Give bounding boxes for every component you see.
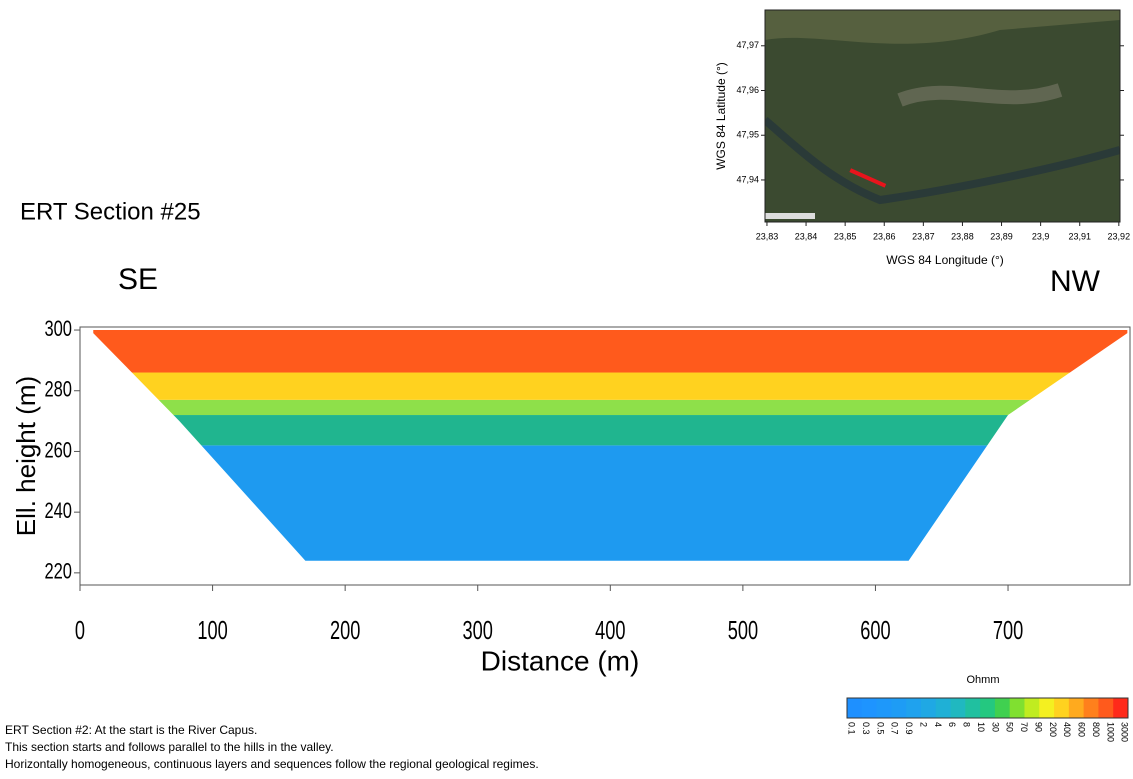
colorbar-swatch bbox=[877, 698, 892, 718]
x-tick-label: 23,87 bbox=[912, 231, 935, 241]
colorbar-swatch bbox=[951, 698, 966, 718]
colorbar-tick-label: 4 bbox=[933, 722, 943, 727]
section bbox=[80, 327, 1130, 585]
section-title: ERT Section #25 bbox=[20, 198, 201, 225]
x-tick-label: 600 bbox=[860, 616, 890, 645]
x-tick-label: 23,92 bbox=[1108, 231, 1131, 241]
colorbar-tick-label: 800 bbox=[1091, 722, 1101, 737]
resistivity-layer bbox=[80, 445, 1130, 585]
colorbar-swatch bbox=[921, 698, 936, 718]
colorbar-tick-label: 50 bbox=[1005, 722, 1015, 732]
y-tick-label: 220 bbox=[44, 559, 72, 584]
x-tick-label: 23,9 bbox=[1032, 231, 1050, 241]
colorbar-swatch bbox=[1054, 698, 1069, 718]
colorbar-swatch bbox=[1084, 698, 1099, 718]
colorbar-swatch bbox=[936, 698, 951, 718]
colorbar-tick-label: 0.5 bbox=[875, 722, 885, 735]
x-tick-label: 0 bbox=[75, 616, 85, 645]
x-tick-label: 23,83 bbox=[756, 231, 779, 241]
colorbar-tick-label: 1000 bbox=[1105, 722, 1115, 742]
y-tick-label: 300 bbox=[44, 317, 72, 342]
x-tick-label: 200 bbox=[330, 616, 360, 645]
colorbar-tick-label: 3000 bbox=[1120, 722, 1130, 742]
colorbar-tick-label: 0.3 bbox=[861, 722, 871, 735]
resistivity-layer bbox=[80, 400, 1130, 415]
x-tick-label: 23,86 bbox=[873, 231, 896, 241]
colorbar-swatch bbox=[1113, 698, 1128, 718]
colorbar-tick-label: 10 bbox=[976, 722, 986, 732]
direction-label: SE bbox=[118, 263, 158, 296]
colorbar-tick-label: 90 bbox=[1033, 722, 1043, 732]
colorbar-swatch bbox=[891, 698, 906, 718]
colorbar-tick-label: 0.7 bbox=[890, 722, 900, 735]
colorbar-swatch bbox=[995, 698, 1010, 718]
colorbar-swatch bbox=[1069, 698, 1084, 718]
y-tick-label: 47,96 bbox=[736, 85, 759, 95]
colorbar-swatch bbox=[1010, 698, 1025, 718]
colorbar-tick-label: 400 bbox=[1062, 722, 1072, 737]
caption-line: This section starts and follows parallel… bbox=[5, 740, 334, 754]
y-tick-label: 260 bbox=[44, 438, 72, 463]
colorbar-swatch bbox=[1024, 698, 1039, 718]
y-tick-label: 280 bbox=[44, 377, 72, 402]
resistivity-layer bbox=[80, 415, 1130, 445]
y-tick-label: 47,97 bbox=[736, 40, 759, 50]
colorbar-swatch bbox=[1098, 698, 1113, 718]
colorbar-swatch bbox=[862, 698, 877, 718]
x-axis-label: WGS 84 Longitude (°) bbox=[886, 253, 1004, 267]
y-tick-label: 47,94 bbox=[736, 174, 759, 184]
resistivity-layer bbox=[80, 373, 1130, 400]
figure: ERT Section #25 SE NW ERT Section #2: At… bbox=[0, 0, 1133, 779]
caption: ERT Section #2: At the start is the Rive… bbox=[5, 723, 539, 771]
colorbar-tick-label: 30 bbox=[990, 722, 1000, 732]
resistivity-layer bbox=[80, 327, 1130, 373]
colorbar-swatch bbox=[965, 698, 980, 718]
colorbar-tick-label: 600 bbox=[1077, 722, 1087, 737]
y-axis-label: WGS 84 Latitude (°) bbox=[714, 62, 728, 170]
colorbar-swatch bbox=[847, 698, 862, 718]
colorbar-swatch bbox=[906, 698, 921, 718]
colorbar-tick-label: 70 bbox=[1019, 722, 1029, 732]
colorbar-tick-label: 0.9 bbox=[904, 722, 914, 735]
satellite-image bbox=[765, 10, 1120, 222]
colorbar-tick-label: 8 bbox=[962, 722, 972, 727]
x-tick-label: 700 bbox=[993, 616, 1023, 645]
x-tick-label: 23,89 bbox=[990, 231, 1013, 241]
y-tick-label: 240 bbox=[44, 499, 72, 524]
colorbar-tick-label: 2 bbox=[918, 722, 928, 727]
colorbar-swatch bbox=[1039, 698, 1054, 718]
colorbar-tick-label: 0.1 bbox=[847, 722, 857, 735]
x-tick-label: 23,91 bbox=[1068, 231, 1091, 241]
x-tick-label: 23,88 bbox=[951, 231, 974, 241]
y-tick-label: 47,95 bbox=[736, 130, 759, 140]
x-tick-label: 23,84 bbox=[795, 231, 818, 241]
direction-label: NW bbox=[1050, 265, 1101, 298]
colorbar-tick-label: 200 bbox=[1048, 722, 1058, 737]
colorbar-swatch bbox=[980, 698, 995, 718]
caption-line: ERT Section #2: At the start is the Rive… bbox=[5, 723, 257, 737]
colorbar-tick-label: 6 bbox=[947, 722, 957, 727]
x-axis-label: Distance (m) bbox=[481, 645, 640, 676]
x-tick-label: 100 bbox=[197, 616, 227, 645]
colorbar-title: Ohmm bbox=[967, 674, 1000, 686]
y-axis-label: Ell. height (m) bbox=[11, 376, 41, 536]
x-tick-label: 400 bbox=[595, 616, 625, 645]
x-tick-label: 23,85 bbox=[834, 231, 857, 241]
x-tick-label: 300 bbox=[463, 616, 493, 645]
caption-line: Horizontally homogeneous, continuous lay… bbox=[5, 757, 539, 771]
x-tick-label: 500 bbox=[728, 616, 758, 645]
